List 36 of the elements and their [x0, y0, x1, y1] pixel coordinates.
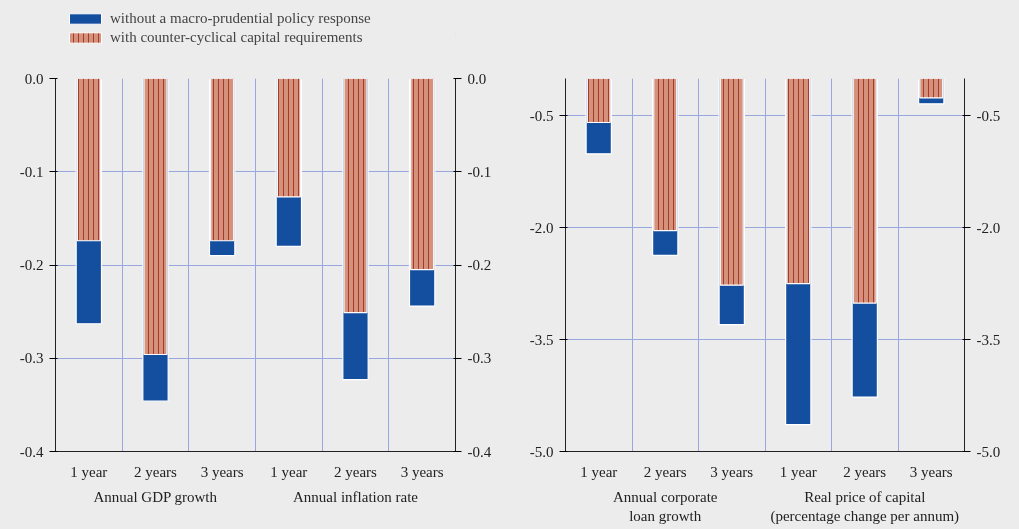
y-tick-label: -5.0 — [529, 443, 554, 460]
x-tick-label: 1 year — [779, 463, 817, 480]
text: Annual inflation rate — [293, 488, 419, 505]
y2-tick-label: -0.3 — [467, 350, 492, 367]
x-tick-label: 3 years — [710, 463, 754, 480]
x-tick-label: 3 years — [909, 463, 953, 480]
text: Annual corporate loan growth — [612, 488, 718, 524]
text: Annual GDP growth — [93, 488, 218, 505]
y2-tick-label: -2.0 — [976, 219, 1001, 236]
y2-tick-label: -0.1 — [467, 163, 492, 180]
y-tick-label: -0.1 — [19, 163, 44, 180]
y2-tick-label: -3.5 — [976, 331, 1001, 348]
x-tick-label: 2 years — [134, 463, 178, 480]
x-tick-label: 2 years — [334, 463, 378, 480]
y2-tick-label: -0.4 — [467, 443, 492, 460]
y2-tick-label: 0.0 — [467, 70, 487, 87]
x-tick-label: 3 years — [200, 463, 244, 480]
x-tick-label: 1 year — [70, 463, 108, 480]
x-tick-label: 1 year — [580, 463, 618, 480]
y-tick-label: -3.5 — [529, 331, 554, 348]
legend-label: with counter-cyclical capital requirements — [110, 29, 363, 46]
x-tick-label: 3 years — [400, 463, 444, 480]
x-tick-label: 2 years — [643, 463, 687, 480]
y-tick-label: 0.0 — [24, 70, 44, 87]
y2-tick-label: -0.2 — [467, 257, 492, 273]
y2-tick-label: -5.0 — [976, 443, 1001, 460]
y-tick-label: -0.3 — [19, 350, 44, 367]
y-tick-label: -0.2 — [19, 257, 44, 273]
x-tick-label: 1 year — [270, 463, 308, 480]
legend-label: without a macro-prudential policy response — [110, 10, 371, 27]
text: Real price of capital (percentage change per annum) — [770, 488, 960, 525]
x-tick-label: 2 years — [843, 463, 887, 480]
y-tick-label: -0.4 — [19, 443, 44, 460]
y2-tick-label: -0.5 — [976, 107, 1001, 124]
y-tick-label: -2.0 — [529, 219, 554, 236]
y-tick-label: -0.5 — [529, 107, 554, 124]
